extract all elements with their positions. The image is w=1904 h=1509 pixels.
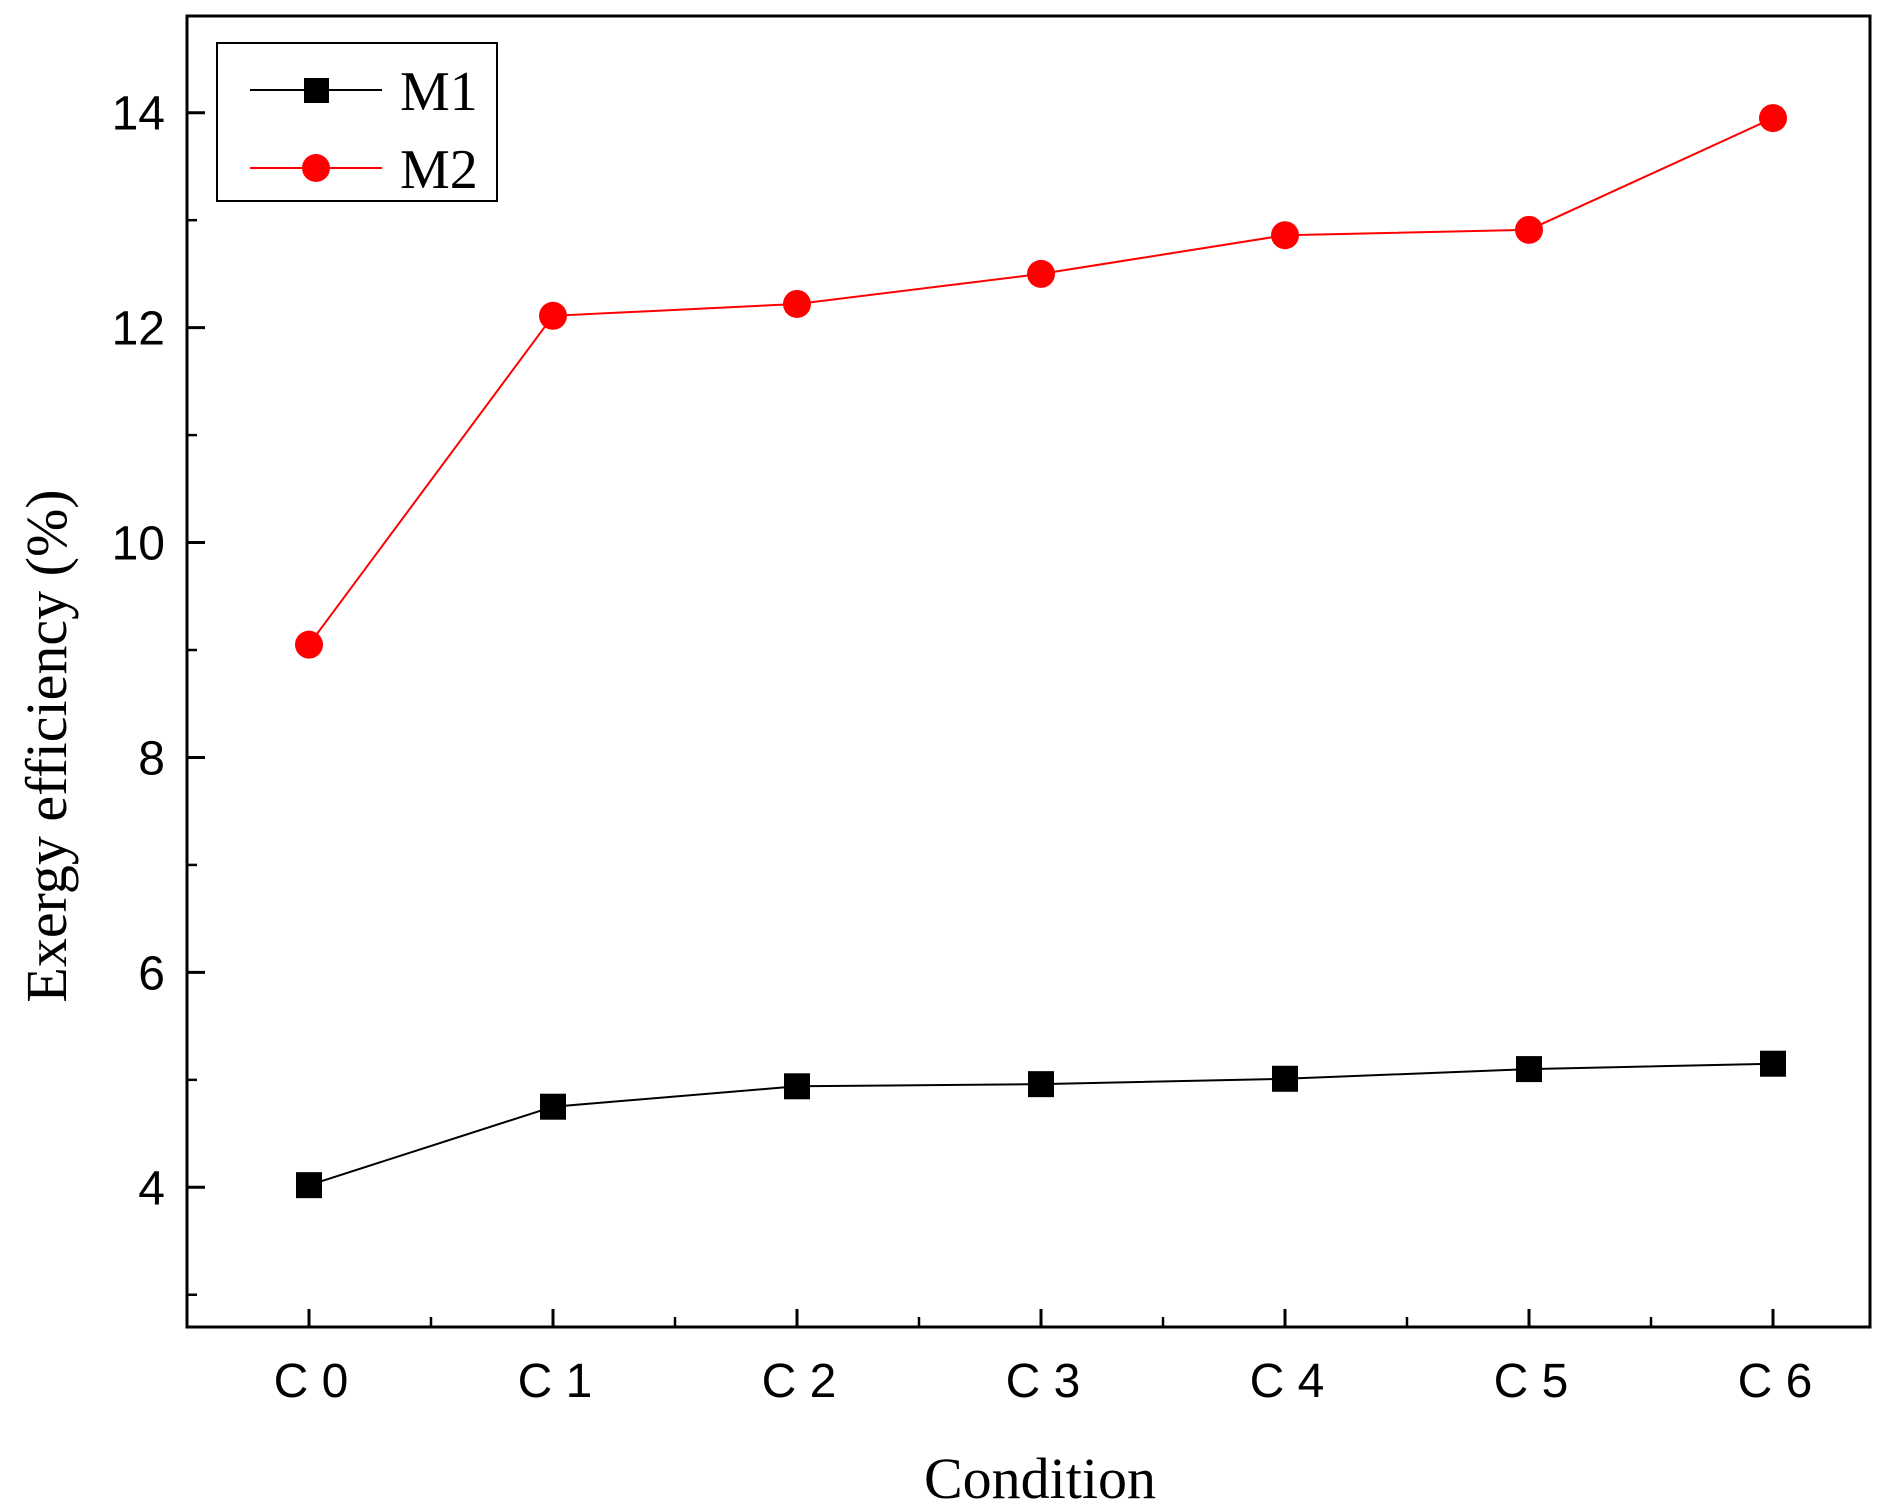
data-point [295,630,323,659]
data-point [296,1172,322,1199]
x-tick-label: C 1 [518,1355,593,1408]
series-m1 [296,1050,1786,1199]
x-tick-label: C 4 [1250,1355,1325,1408]
y-tick-label: 14 [112,88,165,141]
data-point [784,1073,810,1100]
y-tick-label: 6 [138,947,165,1000]
data-point [1515,215,1543,244]
data-point [783,289,811,318]
legend-label-m2: M2 [400,139,478,201]
data-point [1516,1056,1542,1083]
y-axis-title: Exergy efficiency (%) [14,489,79,1002]
legend-box [216,42,498,202]
data-point [1271,221,1299,250]
legend-marker-m2 [302,154,330,182]
data-point [1027,259,1055,288]
x-axis: C 0 C 1 C 2 C 3 C 4 C 5 C 6 [274,1309,1813,1408]
x-axis-title: Condition [924,1446,1156,1509]
series-layer [295,104,1787,1199]
plot-frame [185,14,1872,1329]
data-point [1272,1065,1298,1092]
legend-label-m1: M1 [400,61,478,123]
data-point [539,301,567,330]
series-m2 [295,104,1787,659]
y-axis: 4 6 8 10 12 14 [112,88,205,1297]
x-tick-label: C 0 [274,1355,349,1408]
series-line-m2 [308,117,1774,646]
x-tick-label: C 3 [1006,1355,1081,1408]
x-tick-label: C 5 [1494,1355,1569,1408]
legend-marker-m1 [304,78,329,103]
y-tick-label: 8 [138,732,165,785]
legend: M1 M2 [216,42,498,202]
data-point [1028,1071,1054,1098]
data-point [1760,1050,1786,1077]
y-tick-label: 10 [112,518,165,571]
y-tick-label: 4 [138,1162,165,1215]
data-point [540,1093,566,1120]
data-point [1759,104,1787,133]
x-tick-label: C 2 [762,1355,837,1408]
y-tick-label: 12 [112,303,165,356]
x-tick-label: C 6 [1738,1355,1813,1408]
